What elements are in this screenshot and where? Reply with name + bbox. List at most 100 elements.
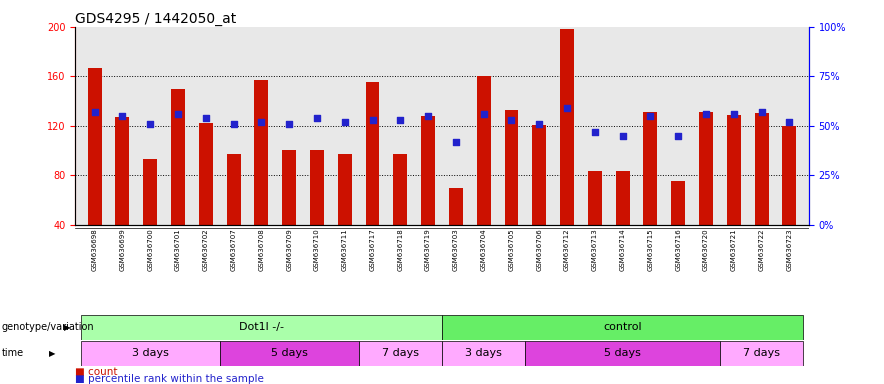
Bar: [476, 76, 491, 225]
Bar: [393, 154, 408, 225]
Text: GSM636708: GSM636708: [258, 228, 264, 271]
Point: [449, 139, 463, 145]
Bar: [532, 124, 546, 225]
Point: [282, 121, 296, 127]
Text: GSM636704: GSM636704: [481, 228, 487, 271]
Text: GSM636720: GSM636720: [703, 228, 709, 271]
Bar: [171, 89, 185, 225]
Text: GSM636700: GSM636700: [147, 228, 153, 271]
Text: GSM636706: GSM636706: [537, 228, 542, 271]
Point: [143, 121, 157, 127]
Point: [310, 115, 324, 121]
Point: [365, 117, 379, 123]
Bar: [80, 341, 219, 366]
Bar: [143, 159, 157, 225]
Point: [727, 111, 741, 117]
Text: GSM636709: GSM636709: [286, 228, 292, 271]
Bar: [525, 341, 720, 366]
Text: GSM636699: GSM636699: [119, 228, 126, 271]
Text: GSM636716: GSM636716: [675, 228, 682, 271]
Point: [476, 111, 491, 117]
Bar: [449, 187, 463, 225]
Point: [782, 119, 796, 125]
Text: GSM636710: GSM636710: [314, 228, 320, 271]
Point: [671, 132, 685, 139]
Text: 3 days: 3 days: [465, 348, 502, 358]
Text: GSM636721: GSM636721: [731, 228, 737, 271]
Bar: [755, 113, 768, 225]
Bar: [310, 151, 324, 225]
Text: ▶: ▶: [64, 323, 70, 332]
Point: [615, 132, 629, 139]
Text: GSM636723: GSM636723: [787, 228, 792, 271]
Bar: [366, 83, 379, 225]
Text: time: time: [2, 348, 24, 358]
Bar: [699, 112, 713, 225]
Point: [199, 115, 213, 121]
Bar: [338, 154, 352, 225]
Point: [560, 105, 574, 111]
Text: GDS4295 / 1442050_at: GDS4295 / 1442050_at: [75, 12, 236, 26]
Point: [393, 117, 408, 123]
Text: 3 days: 3 days: [132, 348, 169, 358]
Text: ■ percentile rank within the sample: ■ percentile rank within the sample: [75, 374, 264, 384]
Bar: [588, 172, 602, 225]
Bar: [644, 112, 658, 225]
Text: 7 days: 7 days: [743, 348, 780, 358]
Bar: [442, 341, 525, 366]
Text: 5 days: 5 days: [271, 348, 308, 358]
Text: GSM636714: GSM636714: [620, 228, 626, 271]
Point: [532, 121, 546, 127]
Point: [115, 113, 129, 119]
Text: GSM636698: GSM636698: [92, 228, 97, 271]
Point: [226, 121, 240, 127]
Bar: [671, 181, 685, 225]
Bar: [442, 315, 804, 340]
Bar: [359, 341, 442, 366]
Point: [338, 119, 352, 125]
Text: GSM636719: GSM636719: [425, 228, 431, 271]
Bar: [282, 151, 296, 225]
Text: GSM636717: GSM636717: [370, 228, 376, 271]
Text: GSM636711: GSM636711: [342, 228, 347, 271]
Bar: [255, 80, 269, 225]
Point: [255, 119, 269, 125]
Text: GSM636715: GSM636715: [647, 228, 653, 271]
Bar: [421, 116, 435, 225]
Bar: [727, 115, 741, 225]
Bar: [80, 315, 442, 340]
Point: [644, 113, 658, 119]
Point: [171, 111, 185, 117]
Bar: [199, 123, 213, 225]
Point: [421, 113, 435, 119]
Bar: [720, 341, 804, 366]
Point: [588, 129, 602, 135]
Text: GSM636713: GSM636713: [592, 228, 598, 271]
Text: ■ count: ■ count: [75, 367, 118, 377]
Bar: [615, 172, 629, 225]
Point: [699, 111, 713, 117]
Point: [755, 109, 769, 115]
Bar: [88, 68, 102, 225]
Text: GSM636718: GSM636718: [397, 228, 403, 271]
Bar: [505, 110, 518, 225]
Bar: [560, 29, 574, 225]
Bar: [219, 341, 359, 366]
Point: [505, 117, 519, 123]
Bar: [116, 117, 129, 225]
Text: GSM636707: GSM636707: [231, 228, 237, 271]
Text: GSM636703: GSM636703: [453, 228, 459, 271]
Bar: [782, 126, 796, 225]
Text: Dot1l -/-: Dot1l -/-: [239, 322, 284, 333]
Text: GSM636702: GSM636702: [202, 228, 209, 271]
Text: GSM636705: GSM636705: [508, 228, 514, 271]
Text: genotype/variation: genotype/variation: [2, 322, 95, 333]
Bar: [226, 154, 240, 225]
Point: [88, 109, 102, 115]
Text: GSM636701: GSM636701: [175, 228, 181, 271]
Text: control: control: [604, 322, 642, 333]
Text: GSM636722: GSM636722: [758, 228, 765, 271]
Text: 5 days: 5 days: [604, 348, 641, 358]
Text: GSM636712: GSM636712: [564, 228, 570, 271]
Text: ▶: ▶: [49, 349, 55, 358]
